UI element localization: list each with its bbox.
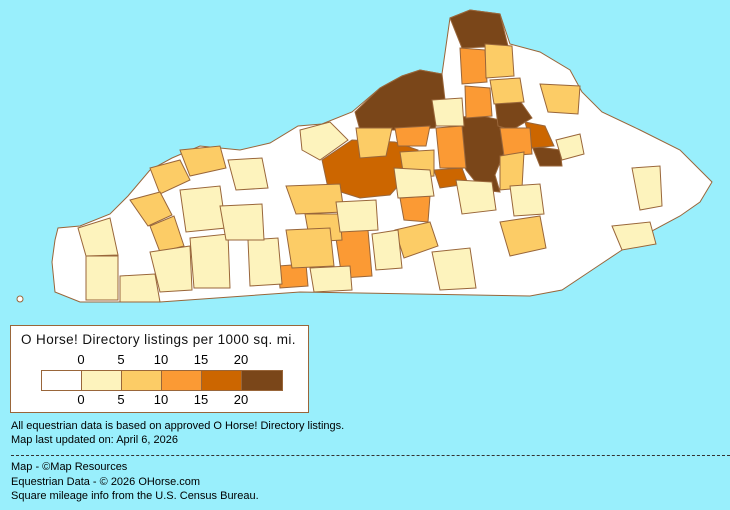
kentucky-county-map: [16, 9, 713, 303]
tick: 0: [77, 352, 85, 367]
county-0-5: [431, 247, 477, 291]
county-10-15: [399, 195, 431, 223]
map-credit: Map - ©Map Resources: [11, 461, 128, 473]
county-5-10: [355, 127, 393, 159]
county-10-15: [459, 47, 488, 85]
county-0-5: [219, 203, 265, 241]
tick: 5: [117, 392, 125, 407]
county-20+: [449, 9, 509, 49]
county-0-5: [335, 199, 379, 233]
county-5-10: [499, 215, 547, 257]
tick: 10: [153, 352, 169, 367]
legend-swatch: [82, 371, 122, 390]
county-0-5: [149, 245, 193, 293]
updated-note: Map last updated on: April 6, 2026: [11, 434, 178, 446]
tick: 20: [233, 392, 249, 407]
county-0-5: [309, 265, 353, 293]
divider: [11, 455, 730, 456]
county-5-10: [499, 151, 525, 191]
legend-swatch: [242, 371, 282, 390]
county-0-5: [509, 183, 545, 217]
legend-swatch: [42, 371, 82, 390]
county-5-10: [149, 215, 185, 253]
county-10-15: [464, 85, 493, 119]
tick: 15: [193, 352, 209, 367]
county-fulton-island: [16, 295, 24, 303]
county-5-10: [129, 191, 173, 227]
county-0-5: [85, 255, 119, 301]
county-0-5: [189, 233, 231, 289]
tick: 5: [117, 352, 125, 367]
county-5-10: [285, 183, 345, 215]
data-credit: Equestrian Data - © 2026 OHorse.com: [11, 476, 201, 488]
county-0-5: [455, 179, 497, 215]
legend-title: O Horse! Directory listings per 1000 sq.…: [21, 332, 296, 347]
county-0-5: [247, 237, 283, 287]
tick: 20: [233, 352, 249, 367]
legend-top-ticks: 0 5 10 15 20: [51, 352, 291, 368]
county-10-15: [499, 127, 533, 157]
county-10-15: [435, 125, 467, 169]
county-0-5: [393, 167, 435, 199]
county-0-5: [77, 217, 119, 257]
legend-swatch: [162, 371, 202, 390]
county-5-10: [539, 83, 581, 115]
county-0-5: [555, 133, 585, 161]
county-0-5: [371, 229, 403, 271]
county-0-5: [119, 273, 161, 303]
county-5-10: [285, 227, 335, 269]
tick: 10: [153, 392, 169, 407]
legend: O Horse! Directory listings per 1000 sq.…: [10, 325, 309, 413]
county-0-5: [431, 97, 465, 127]
county-5-10: [149, 159, 191, 195]
tick: 15: [193, 392, 209, 407]
county-5-10: [179, 145, 227, 177]
legend-swatch: [122, 371, 162, 390]
legend-bottom-ticks: 0 5 10 15 20: [51, 392, 291, 408]
legend-color-bar: [41, 370, 283, 391]
county-0-5: [631, 165, 663, 211]
census-credit: Square mileage info from the U.S. Census…: [11, 490, 259, 502]
county-5-10: [394, 221, 439, 259]
county-10-15: [394, 125, 431, 147]
county-5-10: [484, 43, 515, 79]
county-0-5: [227, 157, 269, 191]
county-0-5: [299, 121, 349, 161]
data-note: All equestrian data is based on approved…: [11, 420, 345, 432]
tick: 0: [77, 392, 85, 407]
legend-swatch: [202, 371, 242, 390]
county-0-5: [611, 221, 657, 251]
county-5-10: [489, 77, 525, 105]
county-0-5: [179, 185, 227, 233]
county-20+: [531, 145, 563, 167]
